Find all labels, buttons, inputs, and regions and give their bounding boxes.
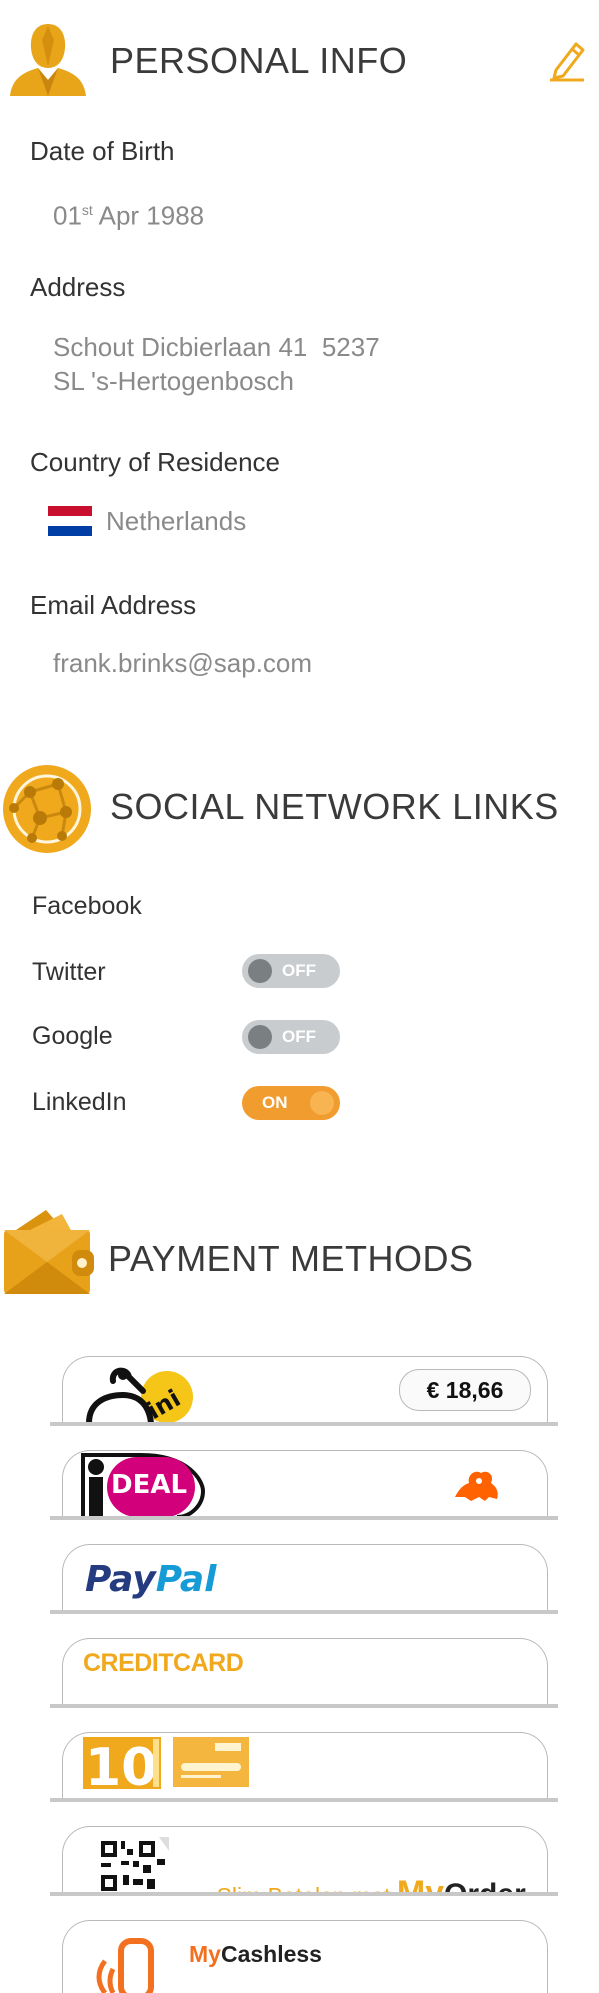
- dob-suffix: st: [81, 202, 93, 218]
- payment-card-paypal[interactable]: PayPal: [62, 1544, 548, 1611]
- card-divider: [50, 1422, 558, 1426]
- mycashless-label: MyCashless: [189, 1941, 322, 1968]
- netherlands-flag-icon: [48, 506, 92, 536]
- toggle-knob: [248, 959, 272, 983]
- card-divider: [50, 1798, 558, 1802]
- dob-rest: Apr 1988: [92, 200, 205, 231]
- globe-network-icon: [0, 762, 94, 856]
- ing-lion-icon: [451, 1467, 503, 1503]
- country-label: Country of Residence: [30, 447, 281, 477]
- payment-card-ideal[interactable]: DEAL: [62, 1450, 548, 1517]
- twitter-toggle[interactable]: OFF: [242, 954, 340, 988]
- myorder-slogan: Slim Betalen met MyOrder: [191, 1847, 526, 1893]
- payment-card-mycashless[interactable]: MyCashless: [62, 1920, 548, 1993]
- svg-text:10: 10: [85, 1738, 157, 1789]
- card-divider: [50, 1516, 558, 1520]
- payment-card-creditcard[interactable]: CREDITCARD: [62, 1638, 548, 1705]
- dob-label: Date of Birth: [30, 136, 175, 166]
- social-links-title: SOCIAL NETWORK LINKS: [110, 786, 559, 827]
- ideal-logo: DEAL: [81, 1451, 211, 1517]
- creditcard-label: CREDITCARD: [83, 1649, 244, 1677]
- personal-info-title: PERSONAL INFO: [110, 40, 408, 81]
- facebook-label: Facebook: [32, 892, 142, 920]
- dob-day: 01: [53, 200, 82, 231]
- wallet-icon: [2, 1204, 94, 1296]
- paypal-pal: Pal: [155, 1559, 217, 1600]
- mini-wallet-logo: ini: [83, 1361, 193, 1423]
- myorder-order: Order: [444, 1878, 526, 1893]
- twitter-label: Twitter: [32, 958, 106, 986]
- card-divider: [50, 1704, 558, 1708]
- toggle-knob: [248, 1025, 272, 1049]
- email-label: Email Address: [30, 590, 197, 620]
- google-toggle[interactable]: OFF: [242, 1020, 340, 1054]
- address-label: Address: [30, 272, 126, 302]
- mycashless-icon: [93, 1937, 157, 1993]
- google-label: Google: [32, 1022, 113, 1050]
- pencil-icon[interactable]: [548, 38, 586, 82]
- address-line-2: SL 's-Hertogenbosch: [53, 366, 295, 396]
- twitter-toggle-state: OFF: [282, 961, 316, 980]
- qr-code-icon: [99, 1837, 169, 1893]
- dob-value: 01st Apr 1988: [53, 193, 204, 233]
- payment-card-myorder[interactable]: Slim Betalen met MyOrder: [62, 1826, 548, 1893]
- country-value: Netherlands: [106, 506, 247, 536]
- toggle-knob: [310, 1091, 334, 1115]
- payment-card-voucher[interactable]: 10: [62, 1732, 548, 1799]
- email-value: frank.brinks@sap.com: [53, 648, 313, 678]
- paypal-logo: PayPal: [85, 1559, 216, 1600]
- myorder-voucher-card: [173, 1737, 249, 1787]
- wallet-balance: € 18,66: [399, 1369, 531, 1411]
- myorder-text: Slim Betalen met: [217, 1883, 397, 1893]
- mycashless-my: My: [189, 1941, 221, 1967]
- voucher-card-10: 10: [83, 1737, 161, 1798]
- linkedin-label: LinkedIn: [32, 1088, 127, 1116]
- card-divider: [50, 1892, 558, 1896]
- myorder-my: My: [396, 1874, 445, 1893]
- card-divider: [50, 1610, 558, 1614]
- payment-methods-title: PAYMENT METHODS: [108, 1238, 474, 1279]
- payment-card-wallet[interactable]: ini € 18,66: [62, 1356, 548, 1423]
- google-toggle-state: OFF: [282, 1027, 316, 1046]
- linkedin-toggle[interactable]: ON: [242, 1086, 340, 1120]
- paypal-pay: Pay: [85, 1559, 156, 1600]
- linkedin-toggle-state: ON: [262, 1093, 288, 1112]
- address-line-1: Schout Dicbierlaan 41 5237: [53, 332, 380, 362]
- svg-text:DEAL: DEAL: [111, 1470, 187, 1500]
- person-icon: [8, 18, 88, 96]
- mycashless-rest: Cashless: [220, 1941, 322, 1967]
